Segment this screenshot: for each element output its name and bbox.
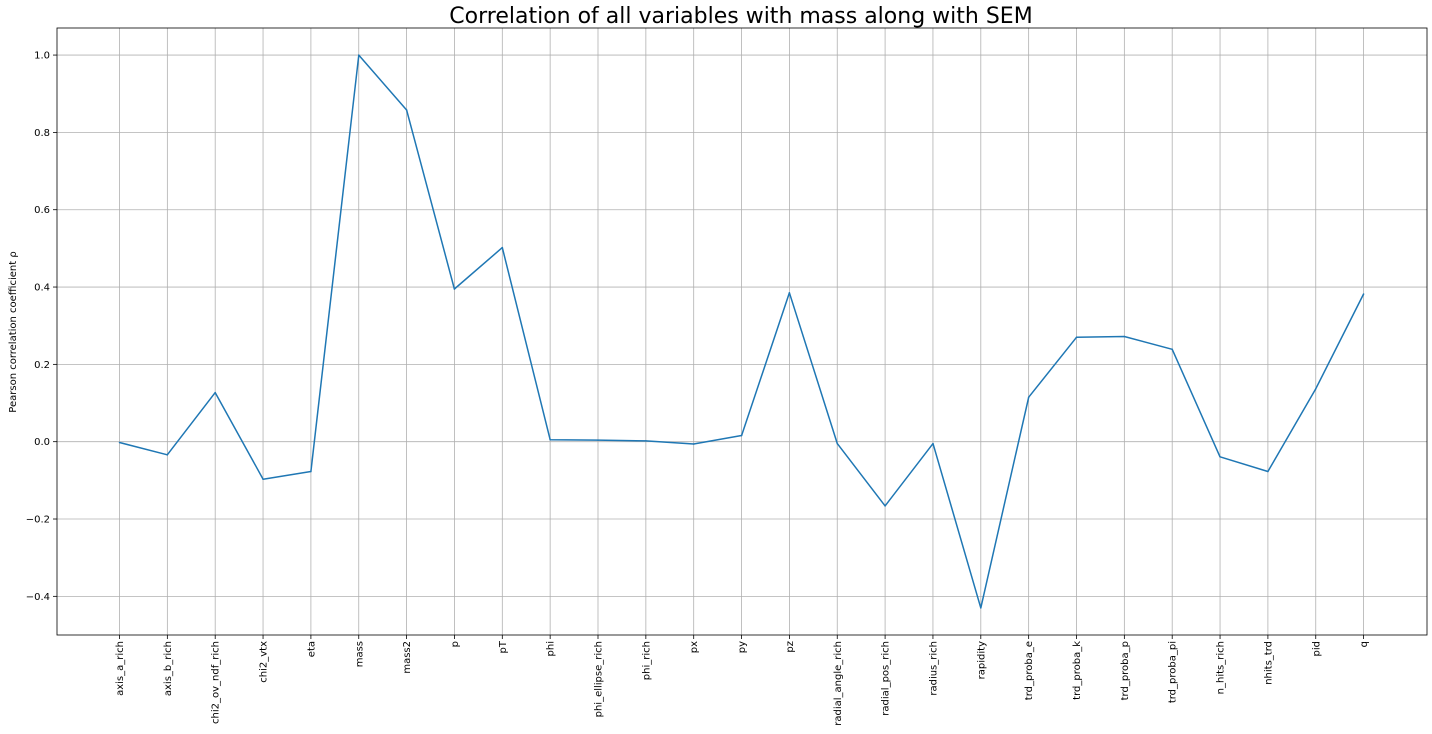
data-point [501,246,504,249]
x-tick-label: axis_a_rich [115,641,126,696]
x-tick-label: mass [354,641,365,667]
data-point [884,505,886,507]
x-tick-label: pT [498,640,509,653]
x-tick-label: eta [306,641,317,657]
y-tick-label: −0.2 [26,515,50,526]
x-tick-label: nhits_trd [1263,641,1274,685]
x-tick-label: pid [1311,641,1322,656]
data-point [1123,335,1126,338]
x-tick-label: n_hits_rich [1216,641,1227,694]
data-point [740,434,743,437]
chart-title: Correlation of all variables with mass a… [449,4,1032,29]
y-tick-label: 0.6 [34,205,50,216]
data-point [549,439,551,441]
data-point [1362,293,1365,295]
x-tick-label: axis_b_rich [163,641,174,696]
data-point [692,443,695,445]
data-point [118,441,121,444]
x-tick-label: trd_proba_e [1024,641,1035,700]
plot-frame [56,27,1428,636]
x-tick-label: py [737,641,748,653]
x-tick-label: q [1359,641,1370,647]
x-tick-label: trd_proba_k [1072,641,1083,700]
y-tick-label: −0.4 [26,592,50,603]
x-tick-label: radius_rich [928,641,939,696]
data-point [310,470,312,473]
data-point [1219,456,1221,458]
x-axis: axis_a_rich axis_b_rich chi2_ov_ndf_rich ch… [115,635,1370,726]
data-point [932,442,934,445]
y-tick-label: 0.4 [34,283,50,294]
x-tick-label: phi_rich [641,641,652,680]
x-tick-label: trd_proba_p [1120,641,1131,700]
grid-layer [57,28,1427,635]
x-tick-label: mass2 [402,641,413,674]
data-point [358,54,360,56]
x-tick-label: radial_angle_rich [833,641,844,726]
x-tick-label: trd_proba_pi [1168,641,1179,703]
data-point [980,607,982,609]
data-point [788,292,791,294]
data-point [1027,396,1030,398]
y-tick-label: 0.8 [34,128,50,139]
y-tick-label: 0.0 [34,437,50,448]
data-point [597,439,599,441]
series-layer [118,54,1365,609]
x-tick-label: phi_ellipse_rich [594,641,605,717]
y-tick-label: 0.2 [34,360,50,371]
x-tick-label: pz [785,641,796,653]
data-point [405,109,408,111]
data-point [166,454,169,456]
y-axis-label: Pearson correlation coefficient ρ [8,251,19,412]
y-axis: −0.4 −0.2 0.0 0.2 0.4 0.6 0.8 1.0 [26,51,57,603]
x-tick-label: px [689,641,700,653]
data-point [453,288,456,290]
x-tick-label: phi [546,641,557,656]
data-point [1171,348,1173,351]
x-tick-label: radial_pos_rich [881,641,892,716]
x-tick-label: chi2_vtx [259,641,270,683]
data-point [645,440,647,442]
data-point [1075,336,1078,339]
data-point [262,478,264,480]
data-point [1267,470,1269,473]
x-tick-label: chi2_ov_ndf_rich [211,641,222,724]
x-tick-label: p [450,641,461,647]
data-point [214,391,216,394]
x-tick-label: rapidity [976,641,987,679]
data-point [836,442,838,445]
data-point [1315,387,1317,390]
y-tick-label: 1.0 [34,51,50,62]
